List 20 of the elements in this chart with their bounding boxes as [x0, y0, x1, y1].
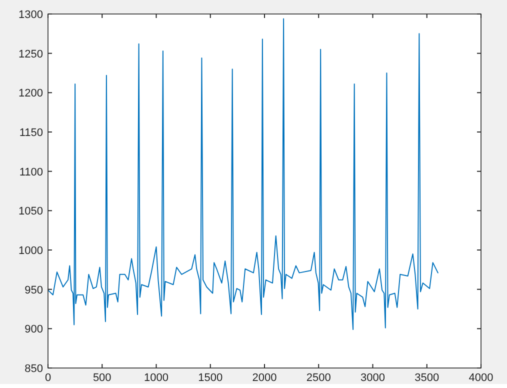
x-tick-label: 2000 [252, 372, 277, 384]
x-tick-label: 2500 [306, 372, 331, 384]
x-tick-label: 3500 [414, 372, 440, 384]
y-tick-label: 850 [24, 363, 43, 375]
y-tick-label: 1050 [18, 206, 43, 218]
line-series [48, 18, 438, 330]
y-tick-label: 1200 [18, 88, 43, 100]
x-tick-label: 1500 [198, 372, 223, 384]
y-tick-label: 1150 [19, 127, 43, 139]
x-tick-label: 3000 [360, 372, 385, 384]
y-tick-label: 900 [24, 324, 43, 336]
x-tick-label: 0 [44, 372, 52, 384]
x-tick-label: 4000 [468, 372, 494, 384]
y-tick-label: 1300 [18, 9, 43, 21]
x-tick-label: 500 [92, 372, 112, 384]
y-tick-label: 1100 [19, 166, 43, 178]
x-tick-label: 1000 [144, 372, 168, 384]
y-tick-label: 1000 [18, 245, 43, 257]
y-tick-label: 1250 [18, 48, 43, 60]
y-tick-label: 950 [24, 284, 43, 296]
